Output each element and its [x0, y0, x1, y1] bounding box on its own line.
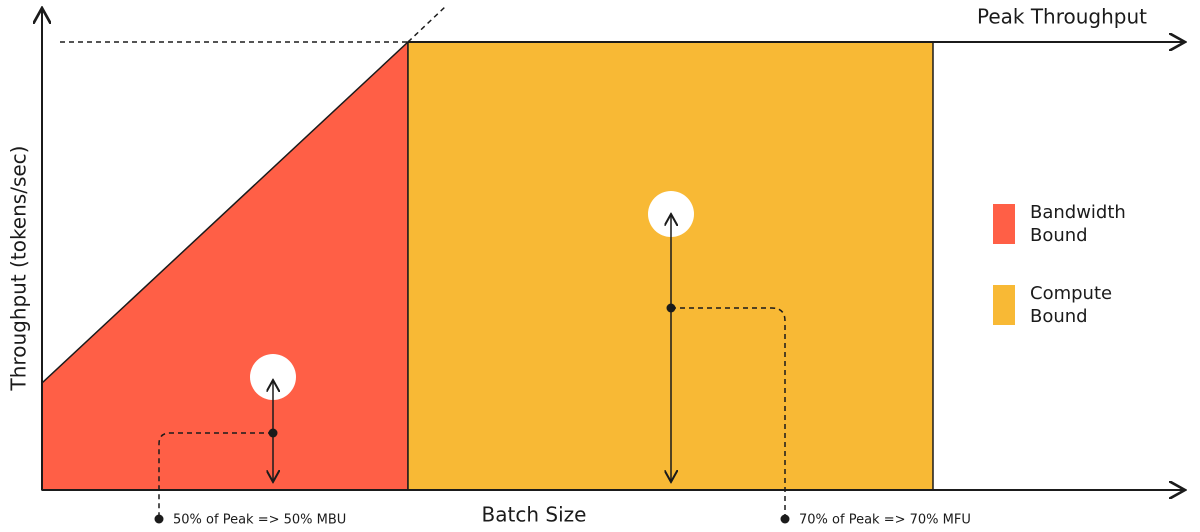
- mfu-leader: [671, 307, 786, 519]
- mbu-leader: [158, 432, 273, 519]
- legend-label: Bandwidth Bound: [1030, 202, 1126, 246]
- slope-extension: [407, 5, 447, 43]
- annotation-dot: [154, 514, 164, 524]
- y-axis-label: Throughput (tokens/sec): [7, 146, 31, 392]
- peak-label: Peak Throughput: [977, 5, 1147, 29]
- marker-circle: [250, 354, 296, 400]
- annotation-dot: [780, 514, 790, 524]
- legend-text: Compute: [1030, 283, 1112, 304]
- annotation: 70% of Peak => 70% MFU: [799, 513, 971, 528]
- annotation: 50% of Peak => 50% MBU: [173, 513, 346, 528]
- legend-label: Compute Bound: [1030, 283, 1112, 327]
- x-axis-label: Batch Size: [482, 503, 587, 527]
- bandwidth-region: [41, 40, 409, 491]
- legend-text: Bandwidth: [1030, 202, 1126, 223]
- legend-text-line: Bound: [1030, 306, 1088, 327]
- legend-text-line: Bound: [1030, 225, 1088, 246]
- legend-swatch: [993, 285, 1015, 325]
- legend-swatch: [993, 204, 1015, 244]
